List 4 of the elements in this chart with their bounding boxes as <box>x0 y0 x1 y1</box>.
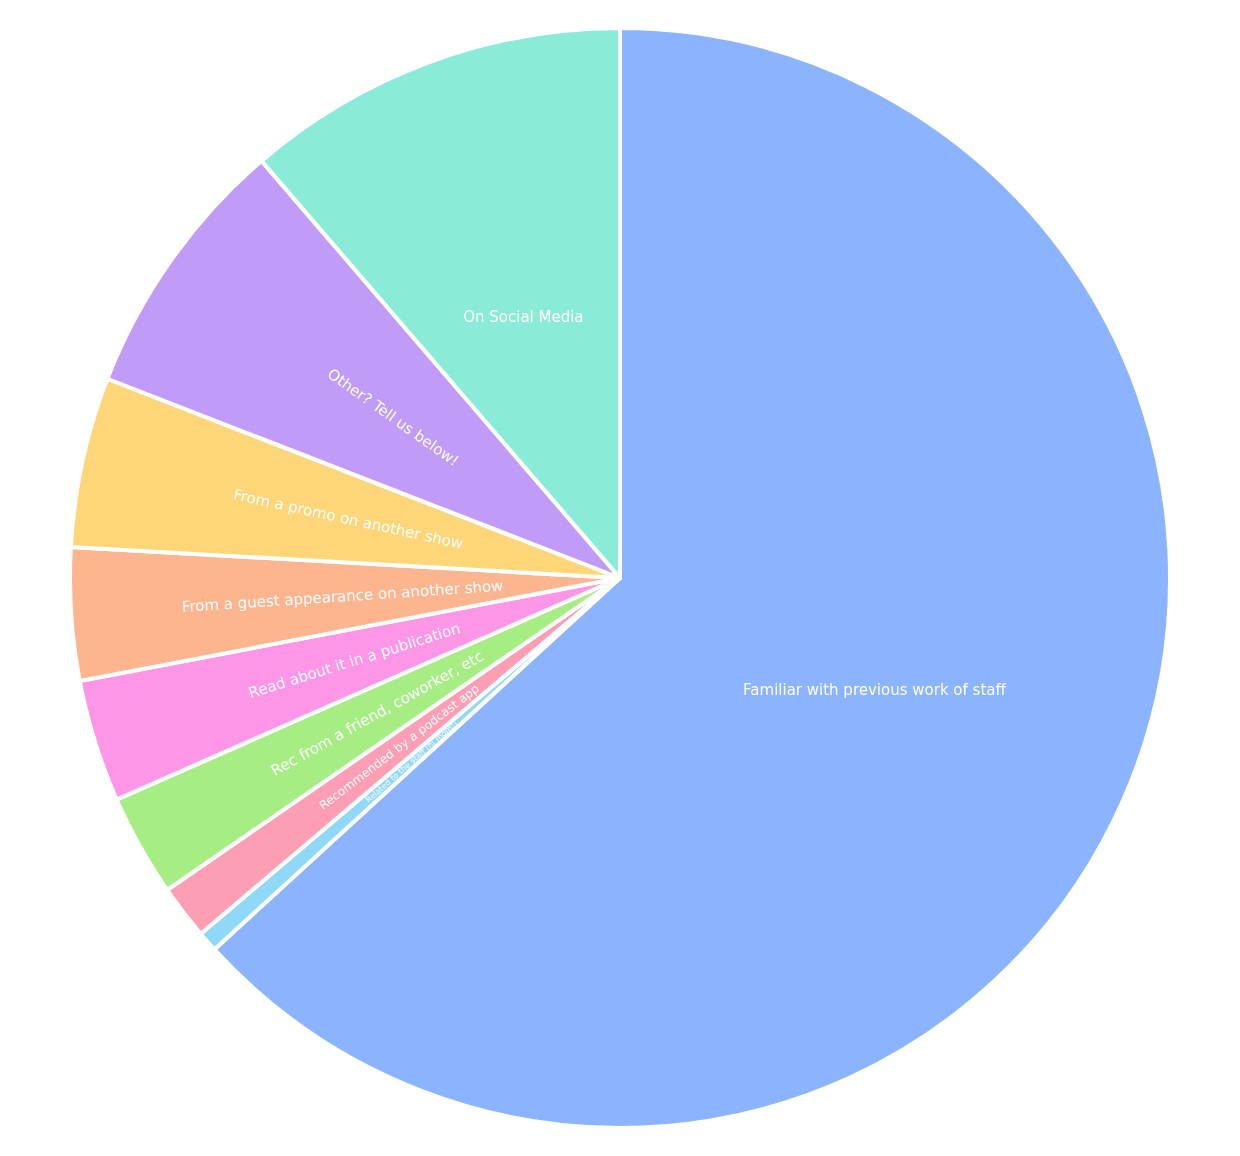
slice-label: From a guest appearance on another show <box>181 576 504 616</box>
slice-label: From a promo on another show <box>231 485 465 553</box>
slice-label: Familiar with previous work of staff <box>743 681 1007 700</box>
slice-label: On Social Media <box>463 308 584 327</box>
